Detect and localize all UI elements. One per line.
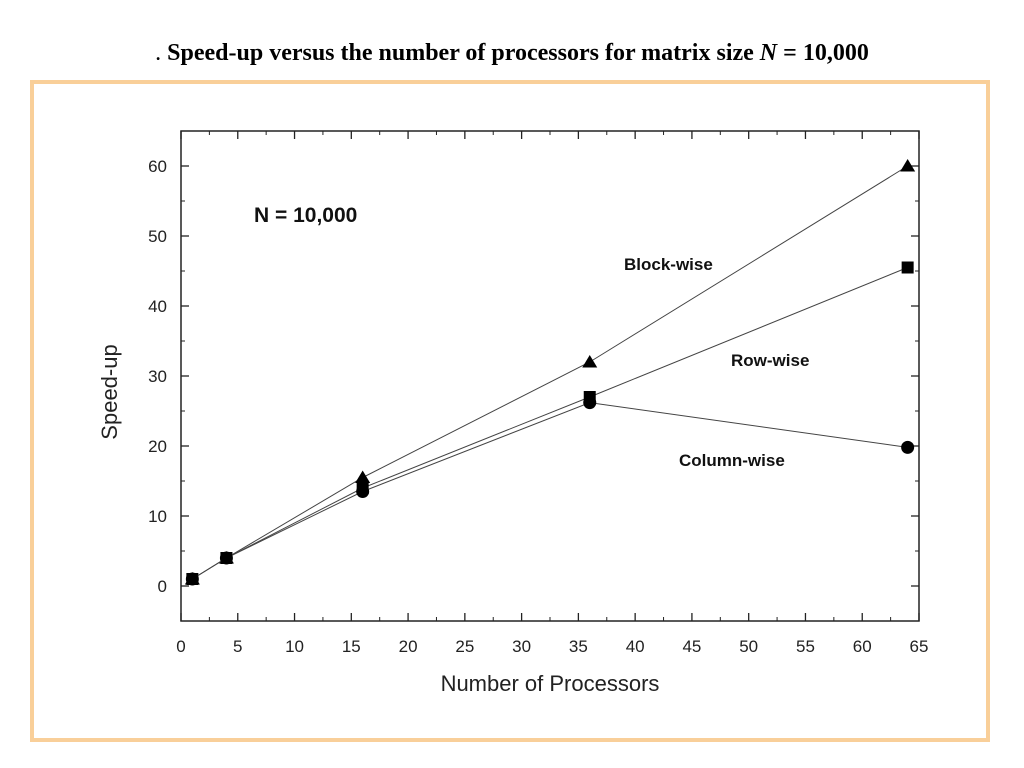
- y-tick-label: 10: [148, 507, 167, 526]
- data-point-block-wise: [355, 470, 371, 483]
- y-tick-label: 30: [148, 367, 167, 386]
- x-tick-label: 45: [682, 637, 701, 656]
- chart-frame: [30, 80, 990, 742]
- data-point-column-wise: [901, 440, 915, 454]
- title-prefix: .: [155, 40, 162, 66]
- data-point-row-wise: [901, 261, 914, 274]
- x-tick-label: 35: [569, 637, 588, 656]
- x-tick-label: 5: [233, 637, 242, 656]
- title-text-part1: Speed-up versus the number of processors…: [167, 40, 760, 66]
- x-tick-label: 60: [853, 637, 872, 656]
- series-label-column-wise: Column-wise: [679, 451, 785, 470]
- x-tick-label: 65: [910, 637, 929, 656]
- x-tick-label: 20: [399, 637, 418, 656]
- x-tick-label: 40: [626, 637, 645, 656]
- y-tick-label: 0: [158, 577, 167, 596]
- series-line-row-wise: [192, 267, 908, 580]
- series-label-block-wise: Block-wise: [624, 255, 713, 274]
- y-axis-title: Speed-up: [97, 344, 122, 439]
- x-tick-label: 15: [342, 637, 361, 656]
- x-tick-label: 30: [512, 637, 531, 656]
- title-variable: N: [759, 40, 778, 66]
- series-layer: [184, 159, 916, 586]
- data-point-column-wise: [185, 572, 199, 586]
- series-line-block-wise: [192, 165, 908, 580]
- x-tick-label: 25: [455, 637, 474, 656]
- axes: 0 5 10 15 20 25 30 35 40 45 50 55 60 65 0 10 20 30 40 50 60: [148, 130, 929, 656]
- y-tick-label: 50: [148, 227, 167, 246]
- chart-annotation: N = 10,000: [254, 204, 357, 227]
- x-tick-label: 10: [285, 637, 304, 656]
- x-tick-label: 55: [796, 637, 815, 656]
- y-tick-label: 20: [148, 437, 167, 456]
- series-line-column-wise: [192, 402, 908, 580]
- x-tick-label: 0: [176, 637, 185, 656]
- x-tick-label: 50: [739, 637, 758, 656]
- y-tick-label: 60: [148, 157, 167, 176]
- title-text-part2: = 10,000: [777, 40, 869, 66]
- data-point-column-wise: [583, 396, 597, 410]
- data-point-block-wise: [582, 355, 598, 368]
- data-point-column-wise: [219, 551, 233, 565]
- slide-title: . Speed-up versus the number of processor…: [0, 40, 1024, 67]
- y-tick-label: 40: [148, 297, 167, 316]
- series-label-row-wise: Row-wise: [731, 351, 809, 370]
- data-point-block-wise: [900, 159, 916, 172]
- x-axis-title: Number of Processors: [441, 671, 660, 696]
- data-point-column-wise: [356, 485, 370, 498]
